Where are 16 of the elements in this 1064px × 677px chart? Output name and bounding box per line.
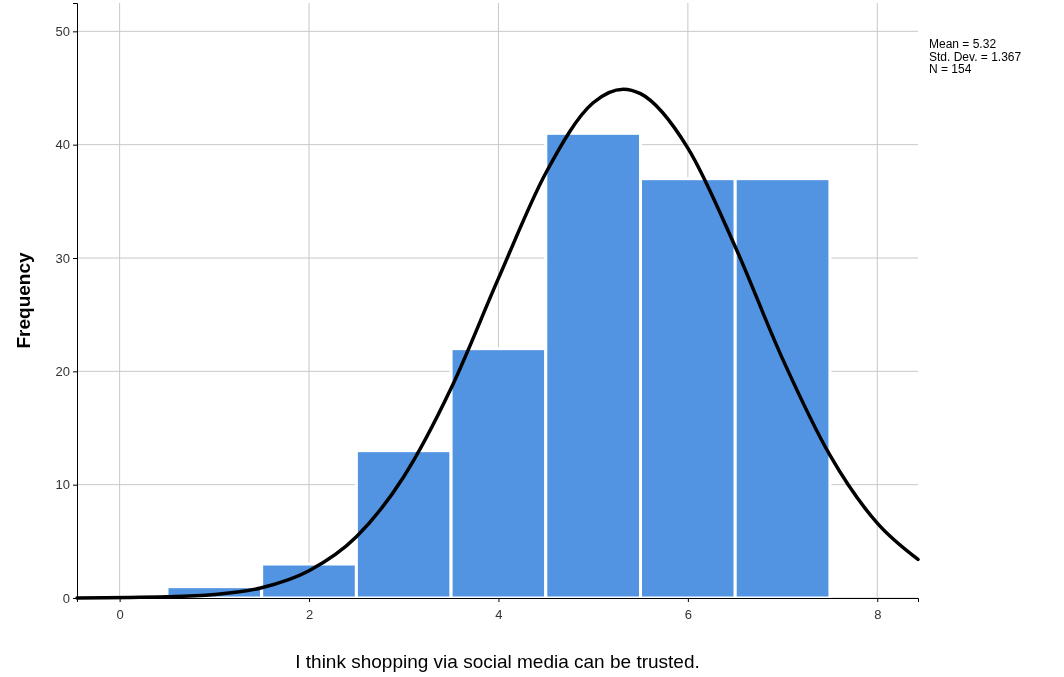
text: N = 154 (929, 62, 972, 76)
x-tick-label: 4 (495, 607, 503, 623)
y-tick-label: 50 (55, 23, 70, 39)
x-tick-label: 6 (684, 607, 692, 623)
x-tick-label: 8 (874, 607, 882, 623)
y-tick-label: 0 (62, 590, 70, 606)
x-tick-label: 0 (116, 607, 124, 623)
text: Mean = 5.32 (929, 37, 997, 51)
y-tick-label: 30 (55, 250, 70, 266)
x-tick-label: 2 (305, 607, 314, 623)
y-tick-label: 40 (55, 137, 70, 153)
y-axis-title: Frequency (13, 252, 34, 349)
text: Std. Dev. = 1.367 (929, 49, 1022, 64)
y-tick-label: 20 (55, 363, 70, 379)
x-axis-title: I think shopping via social media can be trusted. (295, 651, 700, 672)
y-tick-label: 10 (55, 477, 70, 493)
